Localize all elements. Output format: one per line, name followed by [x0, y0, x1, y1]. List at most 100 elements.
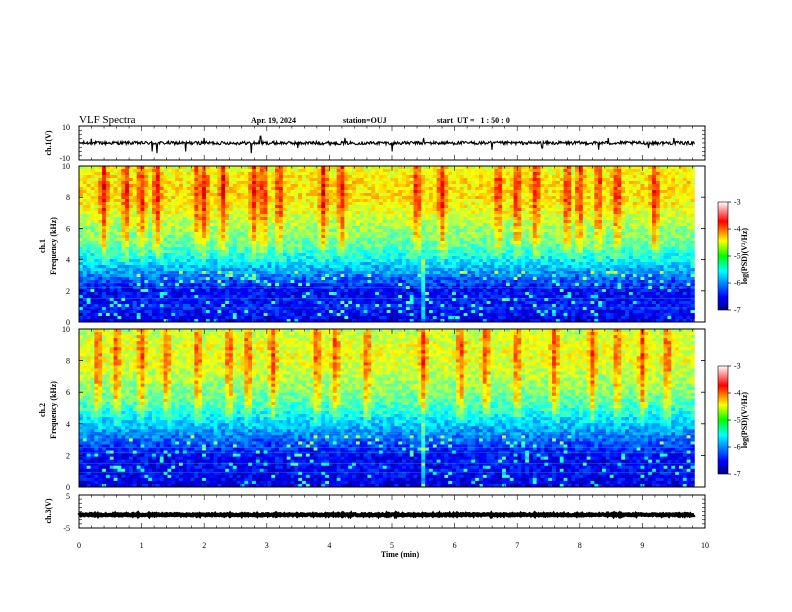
- spectrogram-cell: [406, 232, 410, 235]
- spectrogram-cell: [356, 217, 360, 220]
- spectrogram-cell: [206, 232, 210, 235]
- spectrogram-cell: [110, 214, 114, 217]
- spectrogram-cell: [321, 238, 325, 241]
- spectrogram-cell: [310, 223, 314, 226]
- spectrogram-cell: [164, 247, 168, 250]
- spectrogram-cell: [156, 166, 160, 169]
- spectrogram-cell: [175, 292, 179, 295]
- spectrogram-cell: [391, 295, 395, 298]
- spectrogram-cell: [175, 220, 179, 223]
- spectrogram-cell: [217, 289, 221, 292]
- spectrogram-cell: [267, 199, 271, 202]
- spectrogram-cell: [429, 307, 433, 310]
- spectrogram-cell: [252, 223, 256, 226]
- spectrogram-cell: [121, 190, 125, 193]
- spectrogram-cell: [421, 169, 425, 172]
- spectrogram-cell: [91, 256, 95, 259]
- spectrogram-cell: [233, 250, 237, 253]
- spectrogram-cell: [167, 178, 171, 181]
- spectrogram-cell: [302, 223, 306, 226]
- spectrogram-cell: [271, 190, 275, 193]
- spectrogram-cell: [148, 193, 152, 196]
- spectrogram-cell: [421, 217, 425, 220]
- spectrogram-cell: [352, 316, 356, 319]
- spectrogram-cell: [87, 241, 91, 244]
- spectrogram-cell: [152, 295, 156, 298]
- spectrogram-cell: [87, 310, 91, 313]
- spectrogram-cell: [348, 244, 352, 247]
- spectrogram-cell: [398, 235, 402, 238]
- spectrogram-cell: [283, 241, 287, 244]
- spectrogram-cell: [102, 190, 106, 193]
- spectrogram-cell: [225, 184, 229, 187]
- spectrogram-cell: [144, 268, 148, 271]
- spectrogram-cell: [229, 187, 233, 190]
- spectrogram-cell: [106, 238, 110, 241]
- vlf-spectra-figure: VLF Spectra Apr. 19, 2024 station=OUJ st…: [0, 0, 792, 612]
- spectrogram-cell: [137, 202, 141, 205]
- spectrogram-cell: [114, 241, 118, 244]
- spectrogram-cell: [391, 289, 395, 292]
- spectrogram-cell: [398, 283, 402, 286]
- spectrogram-cell: [314, 304, 318, 307]
- spectrogram-cell: [256, 211, 260, 214]
- spectrogram-cell: [371, 187, 375, 190]
- spectrogram-cell: [114, 292, 118, 295]
- spectrogram-cell: [341, 274, 345, 277]
- spectrogram-cell: [429, 232, 433, 235]
- spectrogram-cell: [221, 169, 225, 172]
- spectrogram-cell: [229, 250, 233, 253]
- spectrogram-cell: [187, 199, 191, 202]
- spectrogram-cell: [414, 235, 418, 238]
- spectrogram-cell: [117, 313, 121, 316]
- spectrogram-cell: [110, 190, 114, 193]
- spectrogram-cell: [306, 184, 310, 187]
- spectrogram-cell: [94, 181, 98, 184]
- spectrogram-cell: [187, 184, 191, 187]
- spectrogram-cell: [364, 268, 368, 271]
- spectrogram-cell: [317, 244, 321, 247]
- spectrogram-cell: [421, 229, 425, 232]
- spectrogram-cell: [298, 184, 302, 187]
- spectrogram-cell: [352, 313, 356, 316]
- spectrogram-cell: [267, 301, 271, 304]
- spectrogram-cell: [283, 259, 287, 262]
- spectrogram-cell: [202, 232, 206, 235]
- spectrogram-cell: [264, 244, 268, 247]
- spectrogram-cell: [375, 208, 379, 211]
- spectrogram-cell: [137, 238, 141, 241]
- spectrogram-cell: [425, 169, 429, 172]
- spectrogram-cell: [437, 196, 441, 199]
- spectrogram-cell: [129, 211, 133, 214]
- spectrogram-cell: [214, 172, 218, 175]
- spectrogram-cell: [367, 268, 371, 271]
- spectrogram-cell: [287, 205, 291, 208]
- spectrogram-cell: [417, 253, 421, 256]
- spectrogram-cell: [287, 253, 291, 256]
- spectrogram-cell: [221, 289, 225, 292]
- spectrogram-cell: [271, 220, 275, 223]
- spectrogram-cell: [129, 184, 133, 187]
- spectrogram-cell: [291, 277, 295, 280]
- spectrogram-cell: [129, 196, 133, 199]
- spectrogram-cell: [371, 175, 375, 178]
- spectrogram-cell: [125, 283, 129, 286]
- spectrogram-cell: [244, 304, 248, 307]
- spectrogram-cell: [225, 259, 229, 262]
- spectrogram-cell: [191, 259, 195, 262]
- spectrogram-cell: [144, 304, 148, 307]
- spectrogram-cell: [141, 250, 145, 253]
- spectrogram-cell: [79, 193, 83, 196]
- spectrogram-cell: [310, 277, 314, 280]
- spectrogram-cell: [283, 169, 287, 172]
- spectrogram-cell: [191, 250, 195, 253]
- spectrogram-cell: [279, 214, 283, 217]
- spectrogram-cell: [94, 238, 98, 241]
- spectrogram-cell: [194, 256, 198, 259]
- spectrogram-cell: [237, 265, 241, 268]
- spectrogram-cell: [371, 172, 375, 175]
- spectrogram-cell: [217, 316, 221, 319]
- spectrogram-cell: [402, 181, 406, 184]
- spectrogram-cell: [367, 295, 371, 298]
- spectrogram-cell: [229, 166, 233, 169]
